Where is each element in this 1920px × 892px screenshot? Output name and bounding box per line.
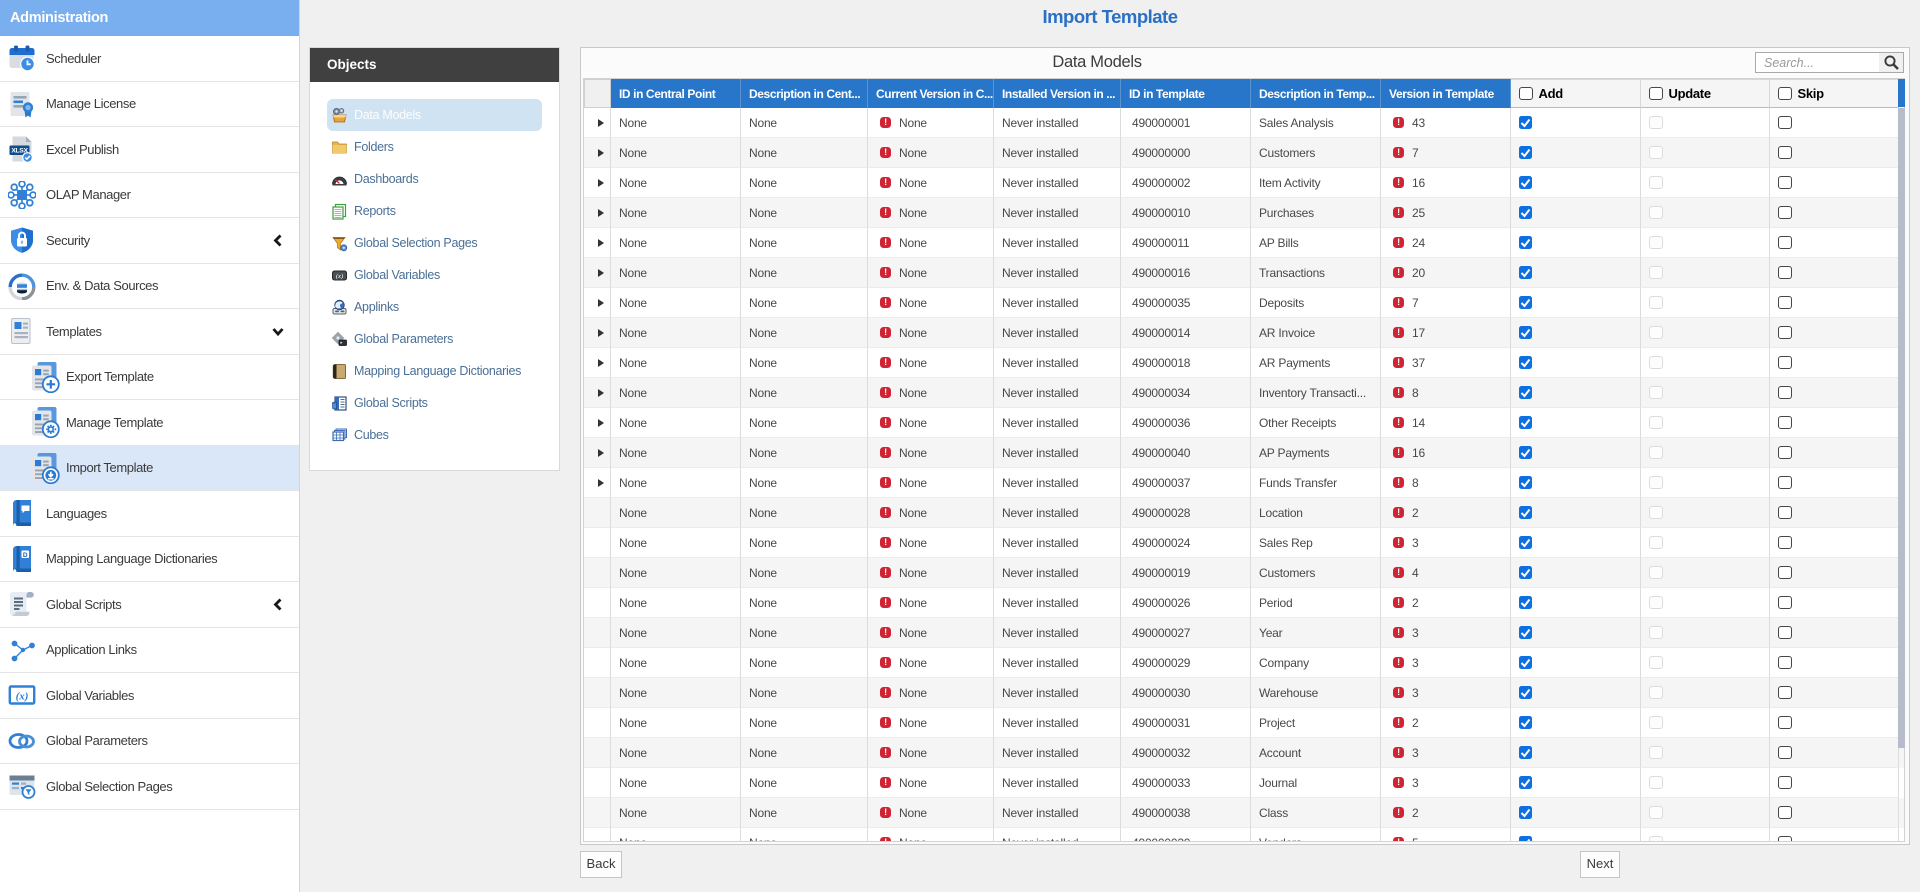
svg-text:(x): (x) [336,273,343,280]
svg-text:XLSX: XLSX [11,148,28,155]
svg-text:D: D [23,552,28,559]
svg-text:(x): (x) [16,691,29,703]
